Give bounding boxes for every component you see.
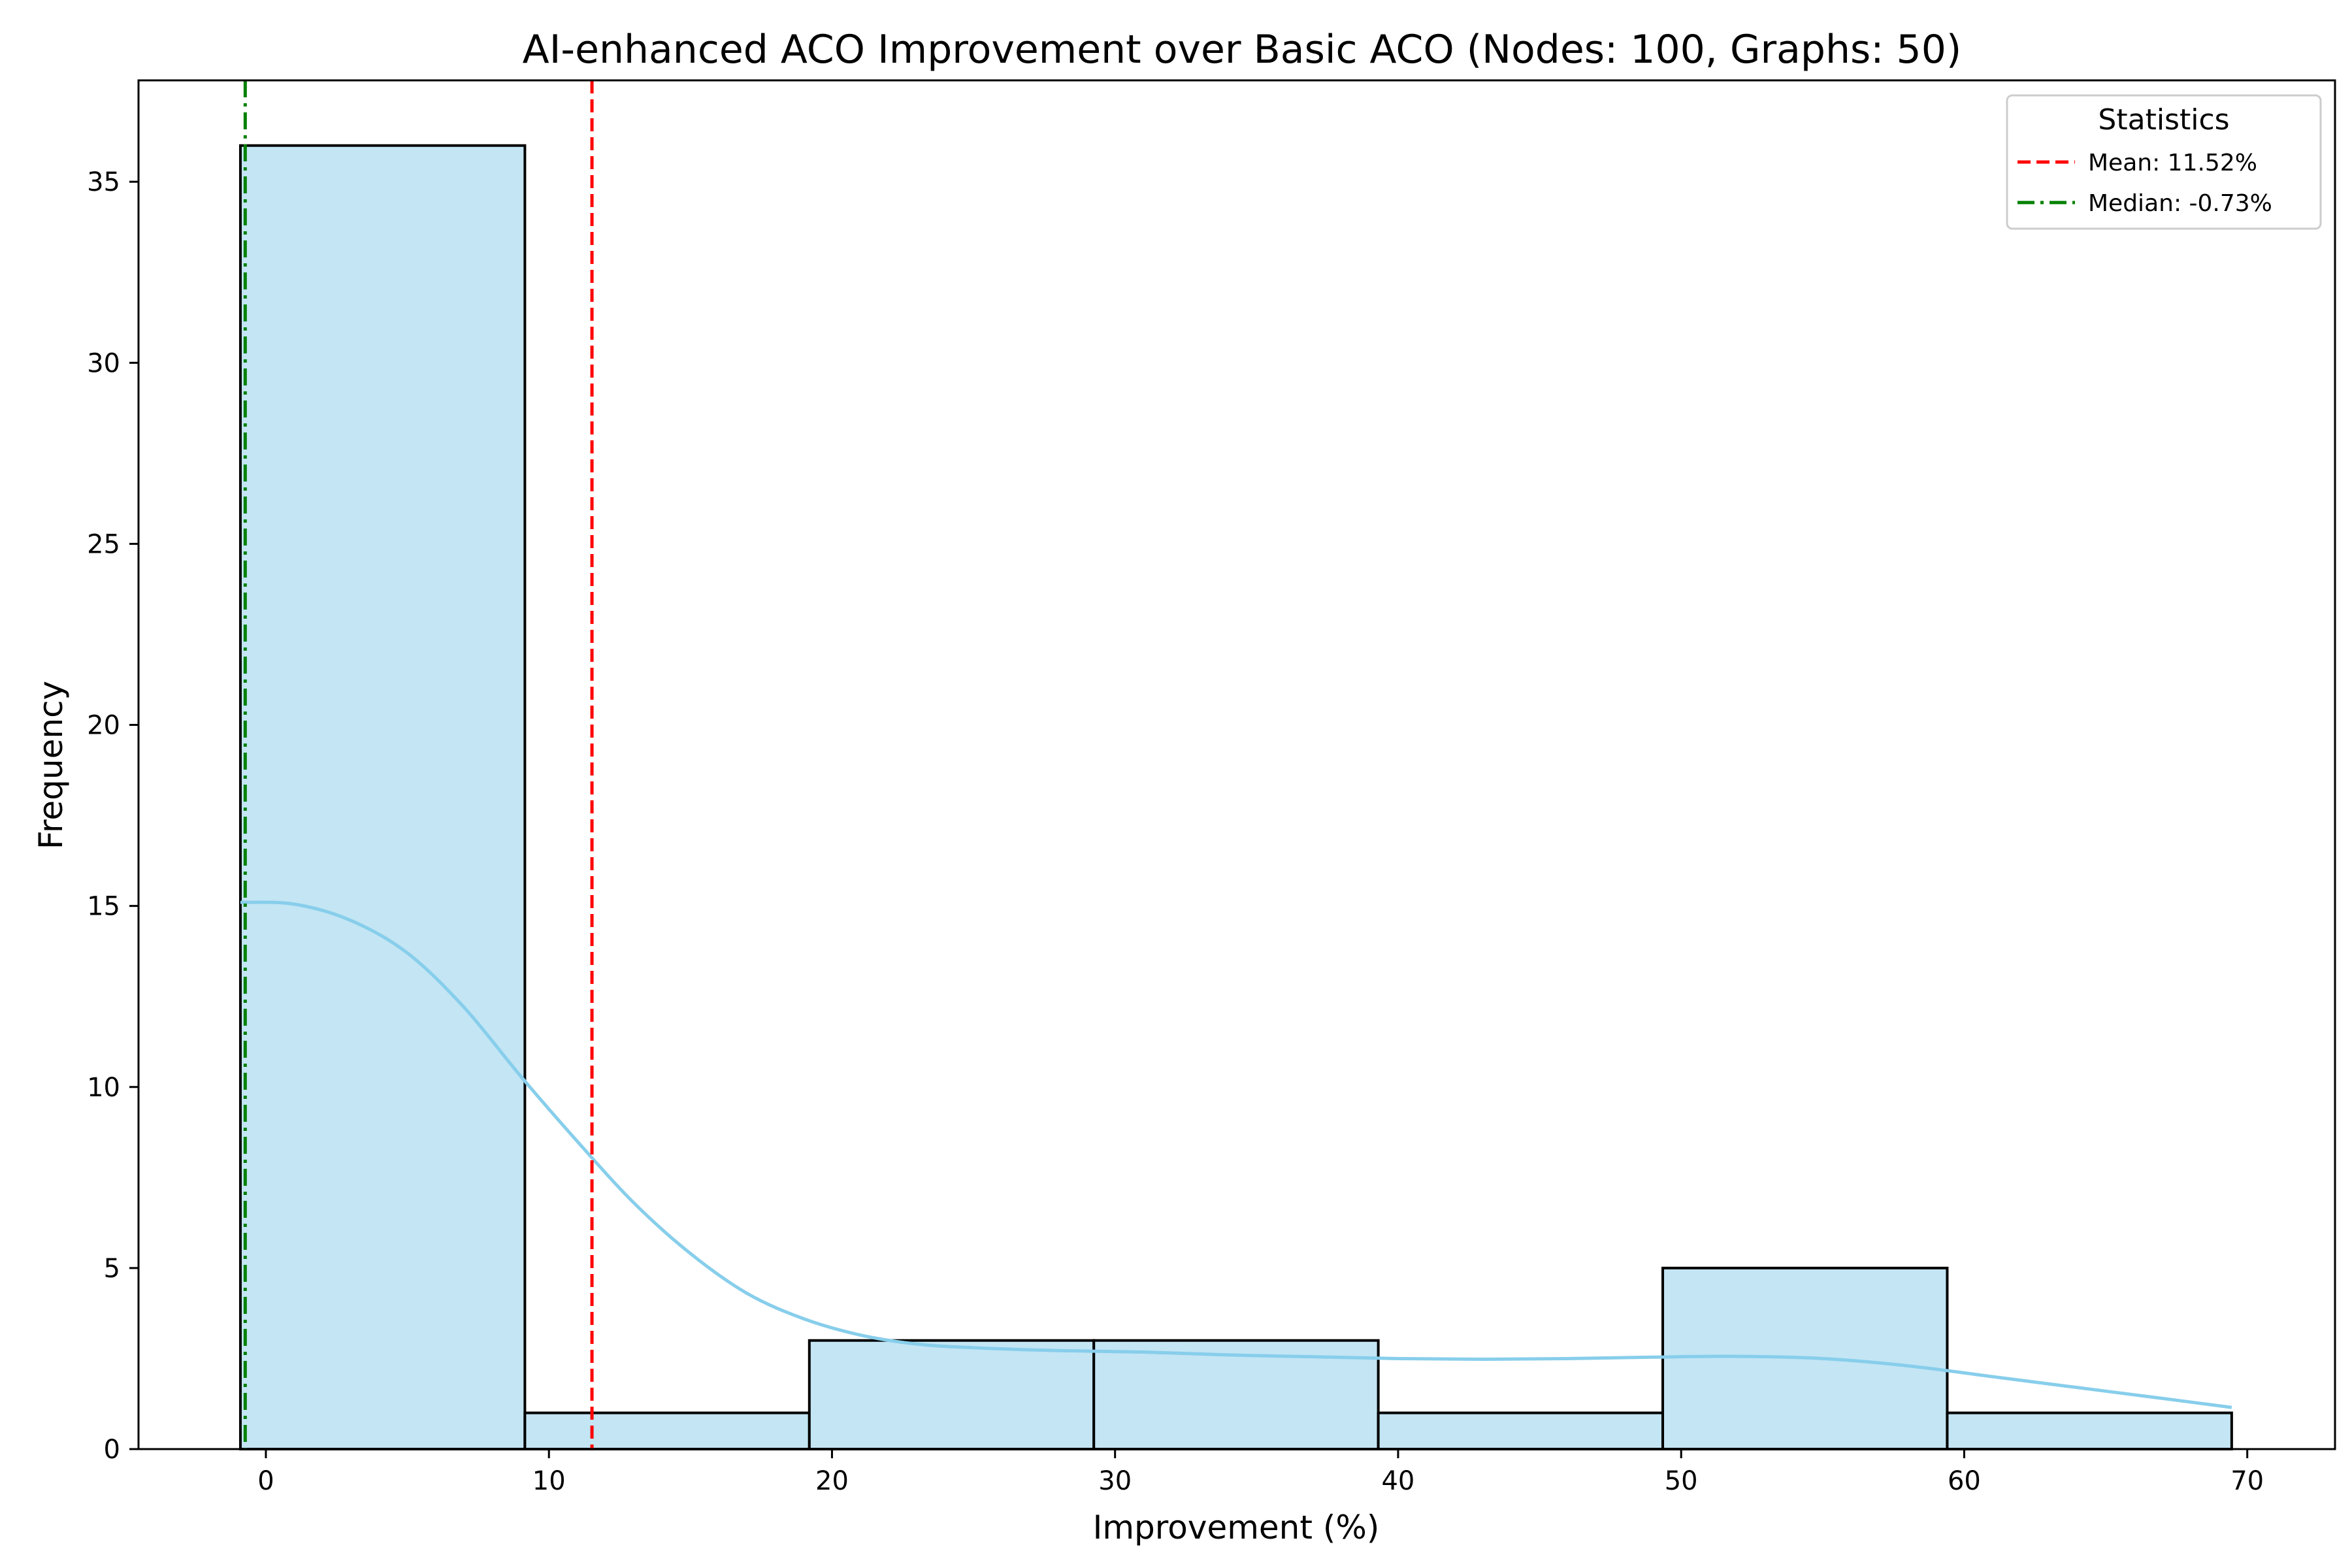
x-tick-label: 20 xyxy=(815,1466,849,1496)
kde-curve xyxy=(240,900,2232,1409)
histogram-bar-6 xyxy=(1946,1411,2233,1450)
x-tick-label: 10 xyxy=(532,1466,566,1496)
x-axis-label: Improvement (%) xyxy=(1093,1509,1380,1546)
histogram-bar-1 xyxy=(523,1411,811,1450)
legend-box xyxy=(2006,94,2322,230)
y-tick-label: 35 xyxy=(87,167,120,197)
x-tick-label: 50 xyxy=(1665,1466,1698,1496)
histogram-bar-4 xyxy=(1377,1411,1665,1450)
legend-entries: Mean: 11.52% Median: -0.73% xyxy=(2017,150,2272,217)
legend-label-1: Median: -0.73% xyxy=(2088,190,2272,217)
reference-lines xyxy=(243,80,594,1449)
y-tick-label: 20 xyxy=(87,711,120,741)
y-axis-ticks: 0 5 10 15 20 25 30 35 xyxy=(87,167,139,1465)
histogram-bars xyxy=(238,144,2233,1451)
chart-title: AI-enhanced ACO Improvement over Basic A… xyxy=(523,27,1962,73)
histogram-bar-2 xyxy=(808,1339,1096,1451)
y-axis-label: Frequency xyxy=(32,681,70,849)
y-tick-label: 5 xyxy=(104,1254,120,1284)
legend-label-0: Mean: 11.52% xyxy=(2088,150,2257,176)
plot-frame xyxy=(137,79,2336,1450)
y-tick-label: 15 xyxy=(87,892,120,922)
legend: Statistics Mean: 11.52% Median: -0.73% xyxy=(2006,94,2322,230)
y-tick-label: 0 xyxy=(104,1435,120,1465)
x-tick-label: 0 xyxy=(257,1466,274,1496)
histogram-bar-0 xyxy=(238,144,527,1450)
x-tick-label: 60 xyxy=(1948,1466,1981,1496)
x-tick-label: 70 xyxy=(2230,1466,2264,1496)
x-tick-label: 30 xyxy=(1098,1466,1132,1496)
y-tick-label: 25 xyxy=(87,529,120,559)
x-tick-label: 40 xyxy=(1381,1466,1414,1496)
y-tick-label: 30 xyxy=(87,348,120,378)
x-axis-ticks: 0 10 20 30 40 50 60 70 xyxy=(257,1449,2264,1496)
y-tick-label: 10 xyxy=(87,1073,120,1103)
legend-title: Statistics xyxy=(2098,103,2229,137)
